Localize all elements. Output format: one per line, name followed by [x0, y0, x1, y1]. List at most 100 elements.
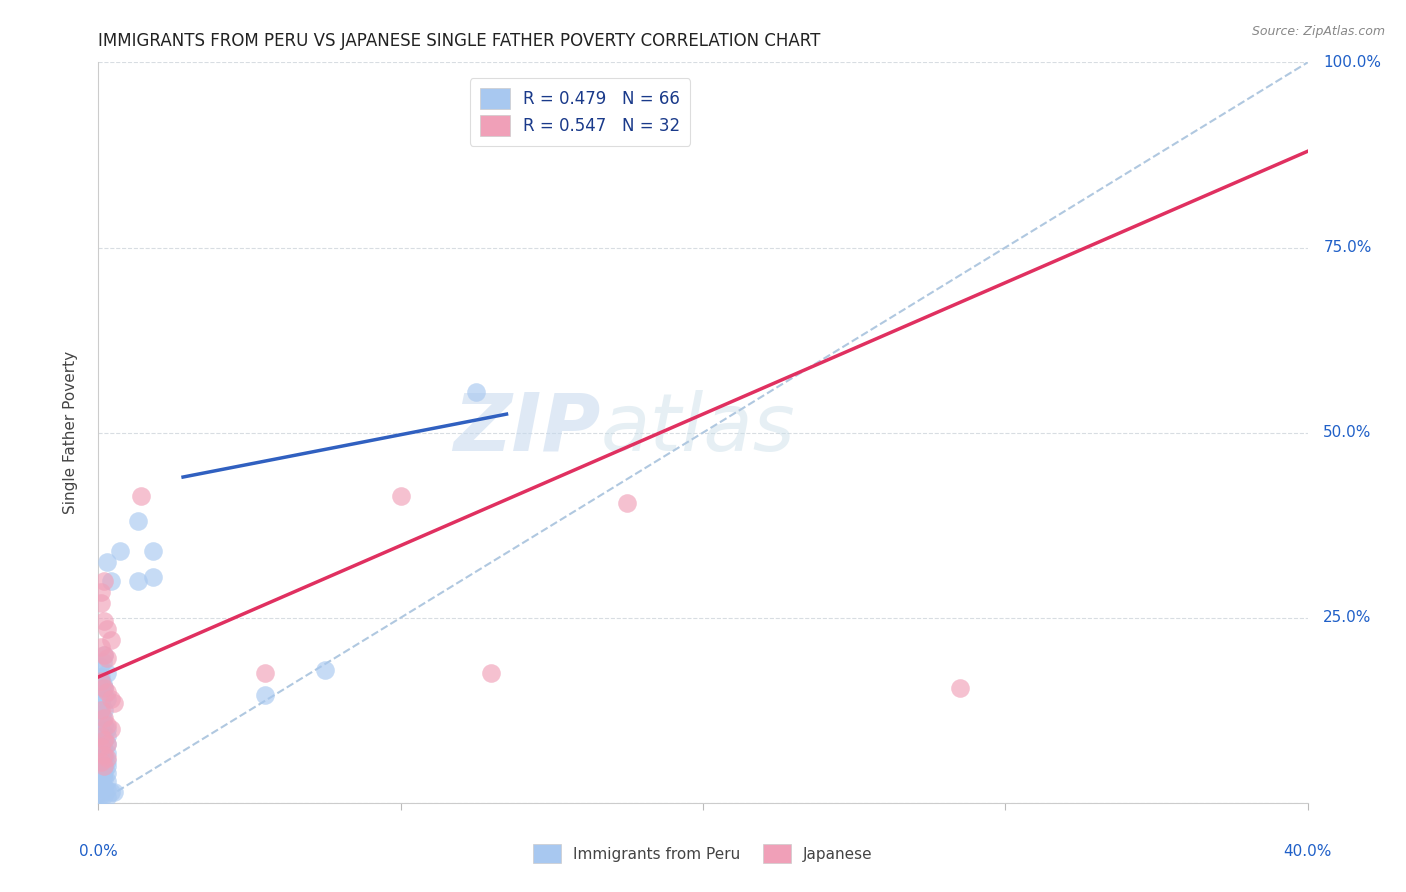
Point — [90, 696, 112, 710]
Point — [93, 780, 115, 795]
Point — [90, 747, 112, 762]
Point — [90, 584, 112, 599]
Point — [91, 750, 114, 764]
Point — [93, 681, 115, 695]
Text: 0.0%: 0.0% — [79, 844, 118, 858]
Point — [96, 773, 118, 788]
Point — [93, 574, 115, 588]
Point — [90, 670, 112, 684]
Point — [90, 740, 112, 755]
Point — [465, 384, 488, 399]
Point — [93, 764, 115, 779]
Text: 40.0%: 40.0% — [1284, 844, 1331, 858]
Point — [89, 787, 111, 801]
Point — [93, 789, 115, 803]
Point — [253, 689, 276, 703]
Point — [96, 737, 118, 751]
Point — [91, 770, 114, 784]
Point — [93, 615, 115, 629]
Point — [93, 648, 115, 662]
Point — [91, 737, 114, 751]
Point — [90, 761, 112, 775]
Point — [96, 737, 118, 751]
Text: IMMIGRANTS FROM PERU VS JAPANESE SINGLE FATHER POVERTY CORRELATION CHART: IMMIGRANTS FROM PERU VS JAPANESE SINGLE … — [98, 32, 821, 50]
Point — [91, 780, 114, 795]
Point — [91, 763, 114, 777]
Point — [91, 677, 114, 691]
Point — [481, 666, 503, 681]
Point — [90, 789, 112, 803]
Point — [93, 772, 115, 786]
Point — [90, 768, 112, 782]
Point — [90, 780, 112, 794]
Point — [96, 651, 118, 665]
Point — [96, 783, 118, 797]
Point — [91, 711, 114, 725]
Point — [90, 706, 112, 721]
Point — [103, 696, 125, 710]
Point — [93, 718, 115, 732]
Point — [90, 703, 112, 717]
Point — [93, 711, 115, 725]
Point — [90, 755, 112, 769]
Point — [91, 725, 114, 739]
Point — [93, 729, 115, 743]
Point — [93, 689, 115, 703]
Point — [96, 789, 118, 804]
Text: ZIP: ZIP — [453, 390, 600, 468]
Legend: Immigrants from Peru, Japanese: Immigrants from Peru, Japanese — [527, 838, 879, 869]
Point — [129, 489, 152, 503]
Point — [90, 722, 112, 736]
Point — [90, 640, 112, 655]
Text: 100.0%: 100.0% — [1323, 55, 1381, 70]
Point — [127, 574, 149, 588]
Point — [93, 681, 115, 695]
Point — [96, 751, 118, 765]
Point — [90, 777, 112, 791]
Point — [89, 775, 111, 789]
Text: atlas: atlas — [600, 390, 794, 468]
Point — [93, 732, 115, 747]
Point — [90, 681, 112, 695]
Point — [91, 742, 114, 756]
Text: 75.0%: 75.0% — [1323, 240, 1372, 255]
Point — [93, 703, 115, 717]
Point — [90, 740, 112, 755]
Point — [90, 596, 112, 610]
Point — [96, 729, 118, 743]
Point — [108, 544, 131, 558]
Point — [96, 766, 118, 780]
Point — [93, 734, 115, 748]
Point — [96, 666, 118, 681]
Text: 50.0%: 50.0% — [1323, 425, 1372, 440]
Point — [96, 685, 118, 699]
Point — [93, 747, 115, 762]
Point — [100, 574, 122, 588]
Point — [96, 758, 118, 772]
Point — [100, 632, 122, 647]
Point — [314, 663, 336, 677]
Text: Source: ZipAtlas.com: Source: ZipAtlas.com — [1251, 25, 1385, 38]
Point — [96, 722, 118, 736]
Point — [96, 555, 118, 569]
Point — [91, 655, 114, 669]
Point — [142, 544, 165, 558]
Point — [90, 755, 112, 769]
Point — [90, 729, 112, 743]
Point — [93, 648, 115, 662]
Y-axis label: Single Father Poverty: Single Father Poverty — [63, 351, 77, 514]
Point — [96, 754, 118, 768]
Point — [100, 692, 122, 706]
Point — [103, 785, 125, 799]
Point — [616, 496, 638, 510]
Point — [949, 681, 972, 695]
Point — [96, 746, 118, 760]
Point — [93, 744, 115, 758]
Point — [389, 489, 412, 503]
Point — [142, 570, 165, 584]
Point — [93, 758, 115, 772]
Point — [89, 658, 111, 673]
Point — [100, 785, 122, 799]
Point — [90, 732, 112, 747]
Point — [93, 758, 115, 772]
